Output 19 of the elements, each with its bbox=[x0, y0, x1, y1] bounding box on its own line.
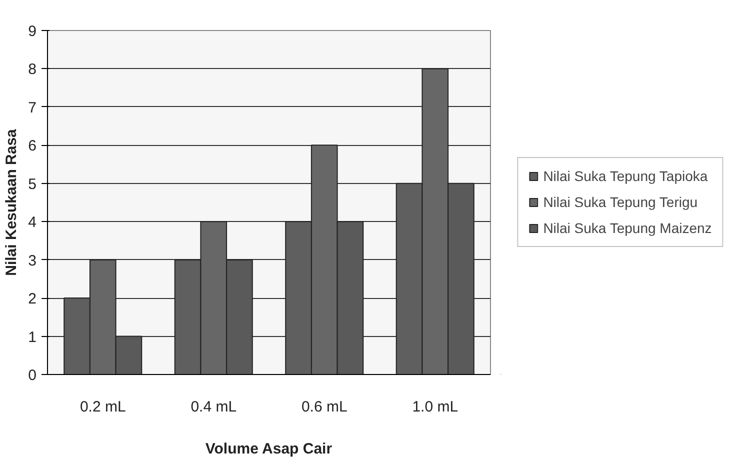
legend-label: Nilai Suka Tepung Tapioka bbox=[543, 168, 708, 184]
y-tick-label: 9 bbox=[28, 23, 36, 40]
y-tick-label: 8 bbox=[28, 61, 36, 78]
legend-label: Nilai Suka Tepung Maizenz bbox=[543, 220, 712, 236]
x-tick-label: 0.2 mL bbox=[80, 398, 126, 416]
x-tick-label: 0.6 mL bbox=[301, 398, 348, 416]
y-tick-label: 1 bbox=[28, 328, 36, 346]
y-tick-label: 2 bbox=[28, 290, 36, 308]
y-tick-label: 5 bbox=[28, 176, 36, 193]
legend-label: Nilai Suka Tepung Terigu bbox=[543, 194, 698, 210]
x-tick-label: 0.4 mL bbox=[190, 398, 237, 416]
x-axis-title: Volume Asap Cair bbox=[205, 440, 332, 458]
y-tick-label: 6 bbox=[28, 138, 36, 155]
y-tick-label: 3 bbox=[28, 252, 36, 270]
y-tick-label: 7 bbox=[28, 99, 36, 116]
y-tick-label: 4 bbox=[28, 214, 36, 232]
y-axis-title: Nilai Kesukaan Rasa bbox=[3, 128, 20, 276]
y-tick-label: 0 bbox=[28, 367, 36, 384]
x-tick-label: 1.0 mL bbox=[412, 398, 458, 416]
